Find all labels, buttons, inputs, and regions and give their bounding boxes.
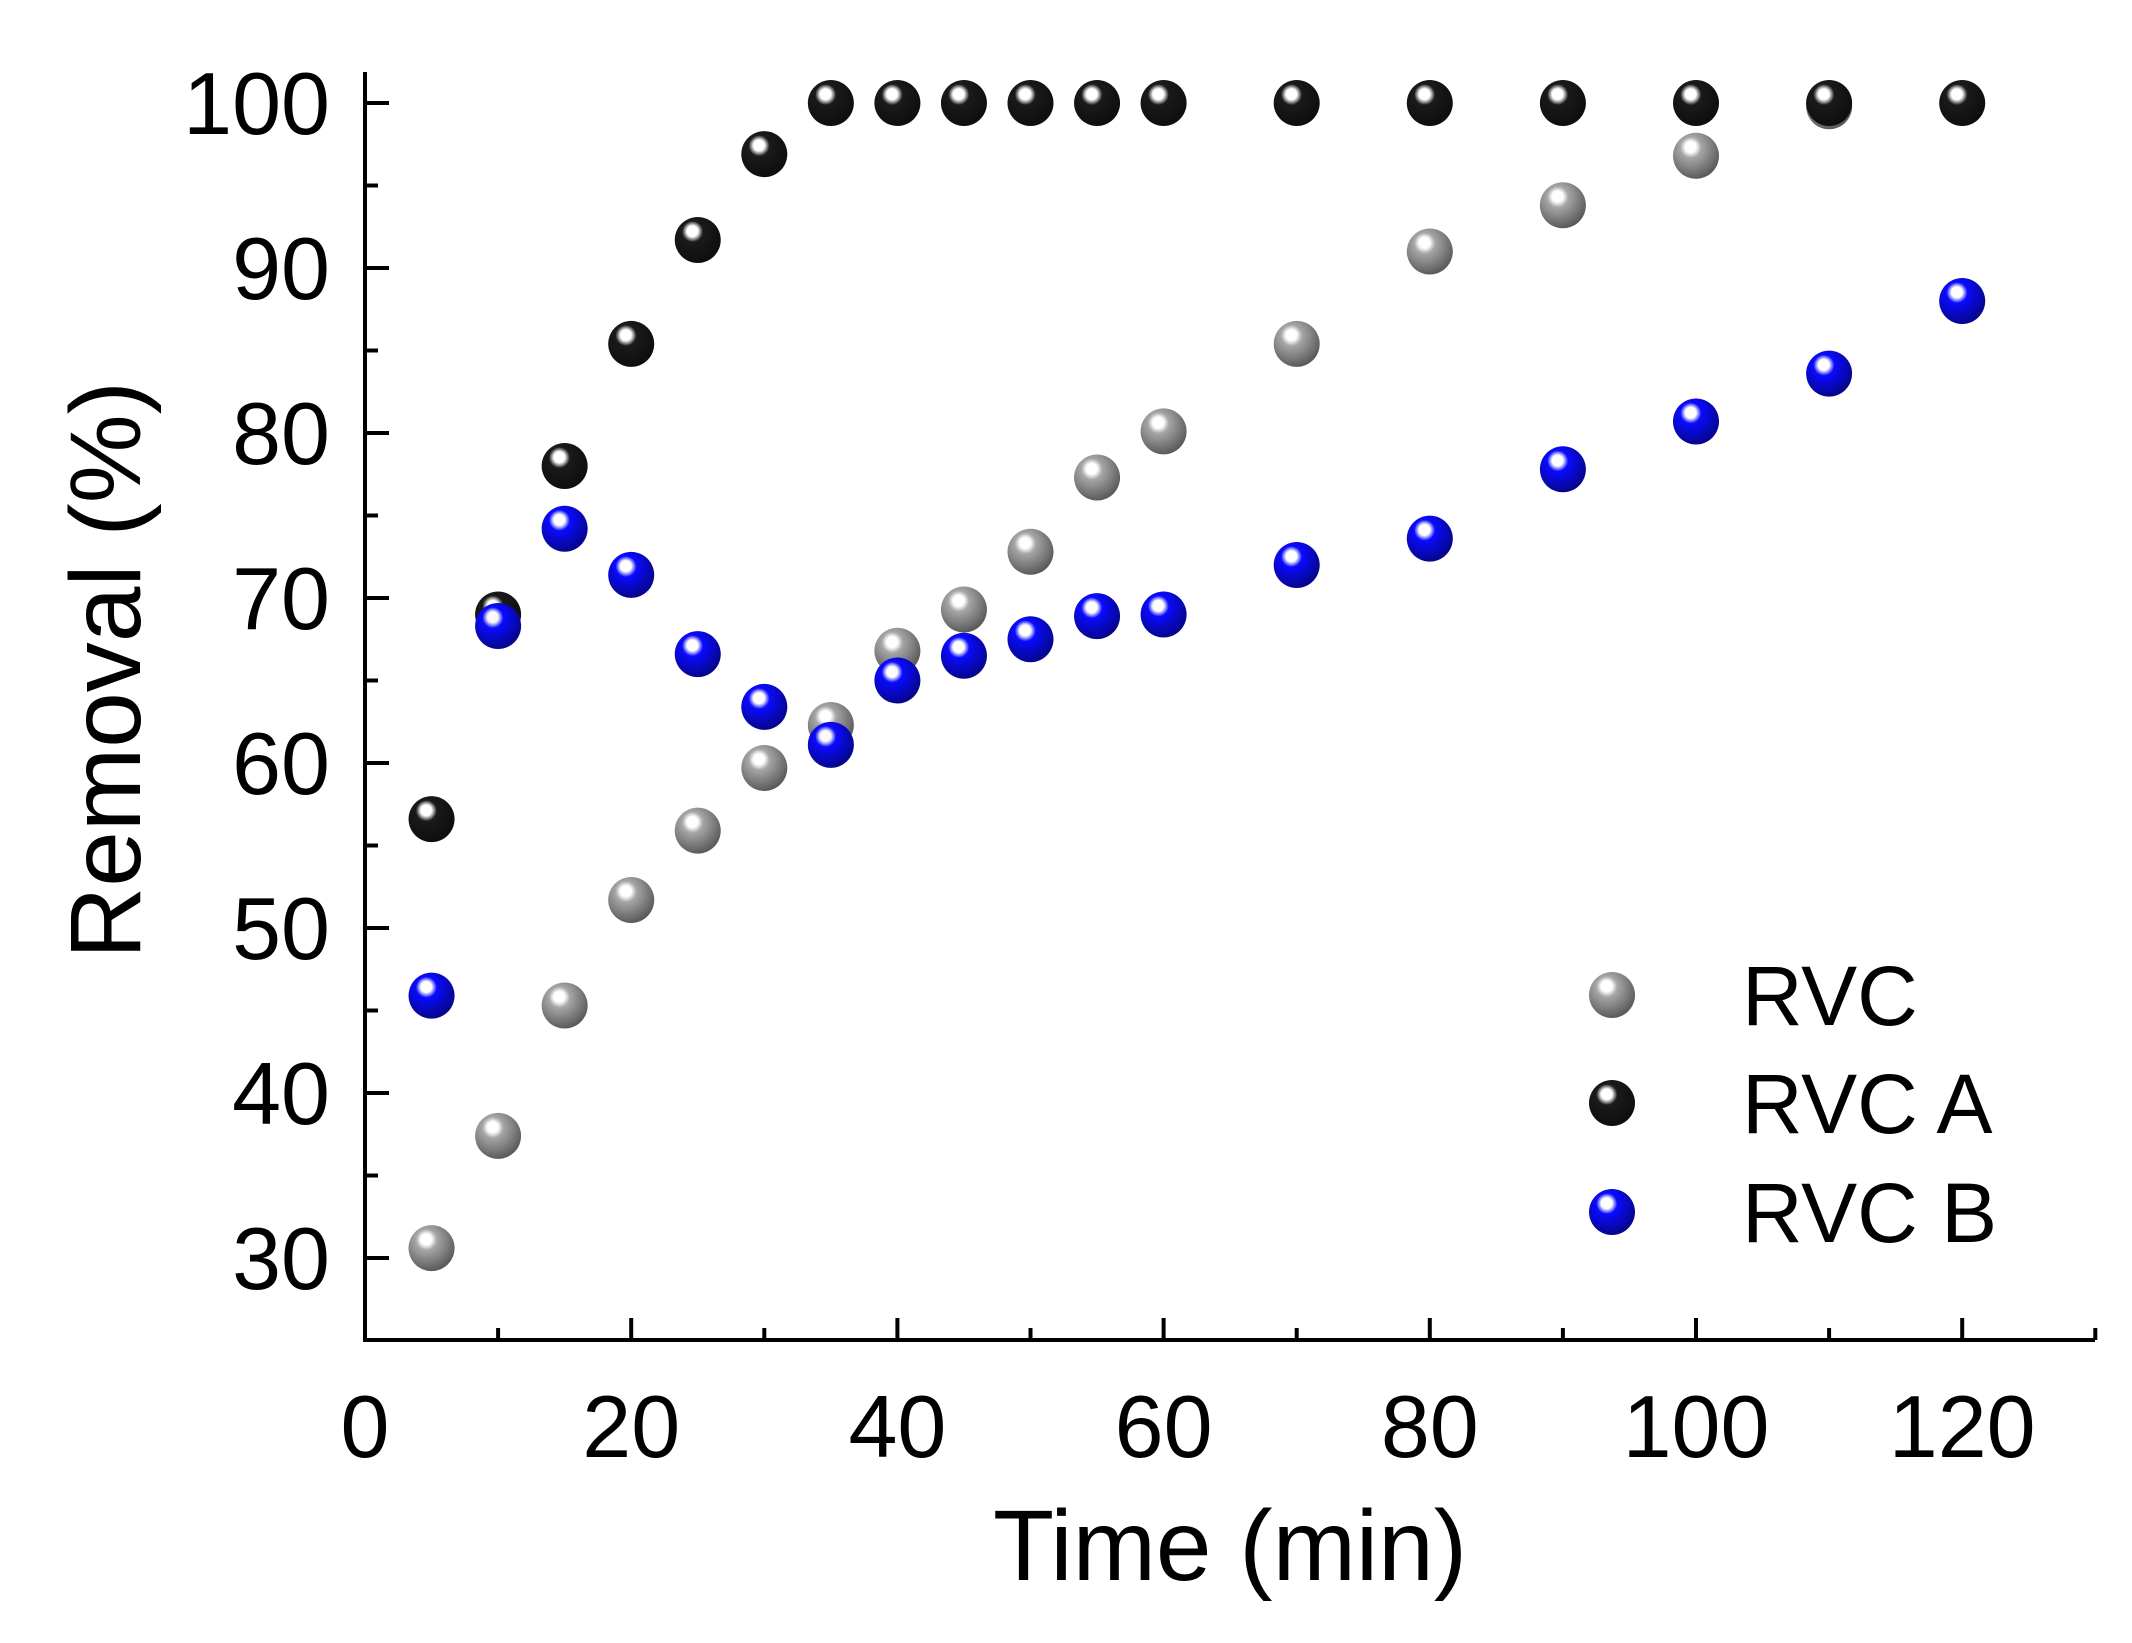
data-point [1140, 80, 1187, 126]
y-tick-label: 80 [232, 384, 330, 483]
axes: 30 40 50 60 70 80 90 100 0 20 40 60 80 100 120 [183, 54, 2098, 1476]
x-tick-label: 80 [1381, 1377, 1479, 1476]
data-point [1539, 80, 1586, 126]
data-point [741, 131, 788, 178]
data-point [1939, 80, 1986, 126]
data-point [1140, 408, 1187, 455]
data-point [807, 80, 854, 126]
data-point [1074, 80, 1121, 126]
legend-label: RVC A [1742, 1057, 1993, 1151]
legend-label: RVC B [1742, 1166, 1997, 1260]
data-point [1673, 132, 1719, 179]
data-point [1007, 616, 1054, 663]
data-point [1406, 228, 1453, 275]
series-rvc-b [408, 278, 1986, 1019]
data-point [807, 721, 854, 768]
series-rvc-a [408, 80, 1986, 843]
data-point [741, 744, 788, 791]
data-point [674, 807, 721, 854]
y-tick-label: 60 [232, 714, 330, 813]
y-tick-label: 70 [232, 549, 330, 648]
x-tick-label: 120 [1889, 1377, 2036, 1476]
data-point [940, 632, 987, 679]
x-tick-label: 100 [1623, 1377, 1770, 1476]
series-rvc [408, 83, 1853, 1272]
data-point [940, 80, 987, 126]
data-point [674, 216, 721, 263]
data-points [408, 80, 1986, 1272]
data-point [1806, 80, 1853, 126]
data-point [1406, 80, 1453, 126]
data-point [940, 586, 987, 633]
y-tick-label: 50 [232, 879, 330, 978]
data-point [1806, 350, 1853, 397]
legend-marker [1589, 972, 1635, 1018]
data-point [408, 1225, 455, 1272]
data-point [874, 657, 921, 704]
y-axis-title: Removal (%) [50, 381, 162, 959]
data-point [1539, 182, 1586, 229]
data-point [874, 80, 921, 126]
data-point [408, 796, 455, 843]
x-tick-label: 0 [341, 1377, 390, 1476]
y-tick-label: 30 [232, 1209, 330, 1308]
data-point [1539, 446, 1586, 493]
y-tick-label: 90 [232, 219, 330, 318]
data-point [1007, 80, 1054, 126]
data-point [1074, 454, 1121, 501]
data-point [608, 551, 655, 598]
data-point [541, 443, 588, 489]
data-point [541, 982, 588, 1029]
data-point [1273, 320, 1320, 367]
data-point [1673, 80, 1719, 126]
x-tick-label: 20 [582, 1377, 680, 1476]
data-point [674, 631, 721, 678]
data-point [541, 505, 588, 552]
x-tick-label: 60 [1115, 1377, 1213, 1476]
data-point [1939, 278, 1986, 324]
y-tick-label: 40 [232, 1044, 330, 1143]
data-point [1406, 515, 1453, 562]
data-point [1074, 593, 1121, 640]
legend-marker [1589, 1080, 1635, 1126]
data-point [1273, 80, 1320, 126]
x-tick-label: 40 [848, 1377, 946, 1476]
data-point [408, 972, 455, 1019]
data-point [608, 876, 655, 923]
data-point [475, 1112, 522, 1159]
x-axis-title: Time (min) [993, 1490, 1467, 1602]
y-tick-label: 100 [183, 54, 330, 153]
data-point [1673, 398, 1719, 445]
data-point [608, 320, 655, 367]
data-point [1273, 542, 1320, 588]
legend-label: RVC [1742, 949, 1918, 1043]
legend-marker [1589, 1189, 1635, 1235]
data-point [1007, 528, 1054, 575]
data-point [1140, 591, 1187, 638]
data-point [475, 603, 522, 650]
data-point [741, 683, 788, 730]
legend: RVC RVC A RVC B [1589, 949, 1997, 1260]
